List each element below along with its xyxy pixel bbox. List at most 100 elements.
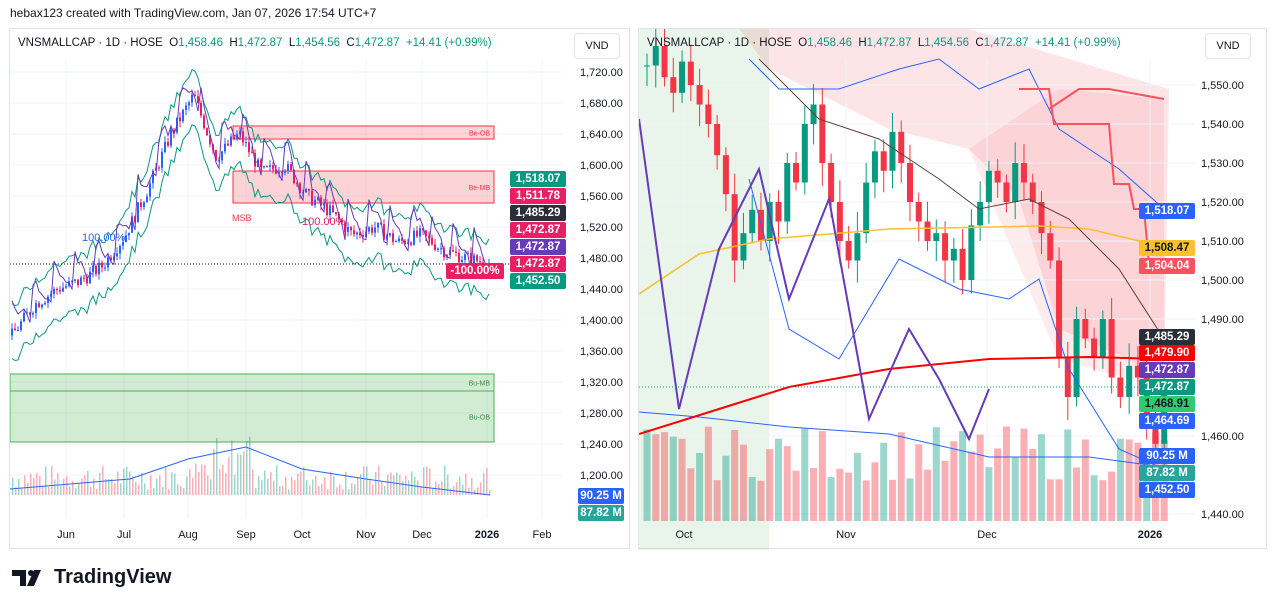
candle-body bbox=[458, 252, 460, 263]
right-chart-panel[interactable]: 1,550.00 1,540.00 1,530.00 1,520.00 1,510.00… bbox=[638, 28, 1268, 550]
y-tick-label: 1,480.00 bbox=[580, 253, 623, 265]
volume-bar bbox=[417, 480, 419, 495]
x-tick-label: Aug bbox=[178, 529, 198, 541]
candle-body bbox=[98, 262, 100, 275]
candle-body bbox=[479, 261, 481, 263]
candle-body bbox=[251, 152, 253, 154]
candle-body bbox=[959, 248, 966, 280]
candle-body bbox=[1082, 319, 1089, 339]
x-tick-label: Feb bbox=[533, 529, 552, 541]
candle-body bbox=[191, 94, 193, 103]
candle-body bbox=[11, 328, 13, 336]
volume-bar bbox=[1125, 439, 1133, 521]
candle-body bbox=[17, 329, 19, 331]
candle-body bbox=[137, 202, 139, 223]
volume-bar bbox=[294, 480, 296, 495]
candle-body bbox=[296, 183, 298, 185]
x-tick-label: Sep bbox=[236, 529, 256, 541]
volume-bar bbox=[1055, 479, 1063, 521]
currency-button[interactable]: VND bbox=[574, 33, 620, 59]
candle-body bbox=[714, 124, 721, 156]
candle-body bbox=[41, 304, 43, 308]
volume-bar bbox=[722, 455, 730, 521]
x-tick-label: Nov bbox=[356, 529, 376, 541]
y-tick-label: 1,440.00 bbox=[580, 284, 623, 296]
volume-bar bbox=[1081, 439, 1089, 521]
candle-body bbox=[455, 251, 457, 253]
volume-bar bbox=[108, 479, 110, 495]
price-tag: 1,472.87 bbox=[510, 256, 566, 272]
candle-body bbox=[14, 328, 16, 331]
candle-body bbox=[994, 170, 1001, 183]
left-chart-panel[interactable]: 1,720.00 1,680.00 1,640.00 1,600.00 1,560.00… bbox=[9, 28, 630, 549]
volume-bar bbox=[69, 486, 71, 495]
volume-bar bbox=[288, 489, 290, 495]
candle-body bbox=[101, 262, 103, 268]
volume-bar bbox=[393, 475, 395, 495]
volume-bar bbox=[994, 448, 1002, 521]
candle-body bbox=[871, 151, 878, 183]
volume-bar bbox=[1011, 457, 1019, 521]
tradingview-logo[interactable]: TradingView bbox=[12, 566, 171, 589]
volume-bar bbox=[318, 485, 320, 495]
volume-bar bbox=[420, 486, 422, 495]
volume-bar bbox=[477, 487, 479, 495]
volume-bar bbox=[42, 485, 44, 495]
volume-bar bbox=[171, 472, 173, 495]
symbol-label: VNSMALLCAP · 1D · HOSE bbox=[18, 37, 163, 49]
candle-body bbox=[317, 197, 319, 201]
volume-bar bbox=[117, 471, 119, 495]
volume-bar bbox=[237, 453, 239, 495]
candle-body bbox=[1020, 163, 1027, 183]
candle-body bbox=[863, 182, 870, 234]
volume-bar bbox=[264, 470, 266, 495]
candle-body bbox=[374, 227, 376, 233]
candle-body bbox=[167, 141, 169, 146]
high-value: 1,472.87 bbox=[237, 37, 283, 49]
volume-bar bbox=[39, 475, 41, 495]
volume-bar bbox=[471, 477, 473, 495]
volume-bar bbox=[897, 432, 905, 521]
volume-bar bbox=[183, 487, 185, 495]
zone-label: Be-MB bbox=[469, 185, 491, 192]
volume-bar bbox=[84, 474, 86, 495]
price-tag: 87.82 M bbox=[1139, 465, 1195, 481]
volume-bar bbox=[96, 488, 98, 495]
currency-button[interactable]: VND bbox=[1205, 33, 1251, 59]
volume-bar bbox=[713, 480, 721, 521]
candle-body bbox=[740, 233, 747, 261]
volume-bar bbox=[213, 449, 215, 495]
right-chart-canvas[interactable]: 1,550.00 1,540.00 1,530.00 1,520.00 1,510.00… bbox=[639, 29, 1268, 550]
candle-body bbox=[377, 222, 379, 228]
candle-body bbox=[320, 197, 322, 206]
volume-bar bbox=[950, 441, 958, 521]
volume-bar bbox=[862, 480, 870, 521]
candle-body bbox=[230, 136, 232, 146]
candle-body bbox=[242, 131, 244, 143]
volume-bar bbox=[390, 472, 392, 495]
candle-body bbox=[389, 233, 391, 236]
candle-body bbox=[350, 227, 352, 231]
volume-bar bbox=[661, 432, 669, 521]
volume-bar bbox=[381, 481, 383, 495]
candle-body bbox=[836, 202, 843, 241]
candle-body bbox=[293, 170, 295, 184]
c-label: C bbox=[346, 37, 355, 49]
volume-bar bbox=[643, 429, 651, 521]
volume-bar bbox=[336, 487, 338, 495]
candle-body bbox=[179, 117, 181, 122]
candle-body bbox=[314, 200, 316, 206]
left-chart-canvas[interactable]: 1,720.00 1,680.00 1,640.00 1,600.00 1,560.00… bbox=[10, 29, 631, 550]
volume-bar bbox=[180, 485, 182, 495]
candle-body bbox=[182, 109, 184, 122]
volume-bar bbox=[153, 487, 155, 495]
candle-body bbox=[898, 131, 905, 163]
volume-bar bbox=[48, 486, 50, 495]
volume-bar bbox=[486, 468, 488, 495]
candle-body bbox=[644, 65, 650, 67]
candle-body bbox=[670, 77, 677, 93]
candle-body bbox=[775, 202, 782, 222]
candle-body bbox=[1056, 260, 1063, 358]
candle-body bbox=[819, 104, 826, 163]
candle-body bbox=[158, 167, 160, 169]
